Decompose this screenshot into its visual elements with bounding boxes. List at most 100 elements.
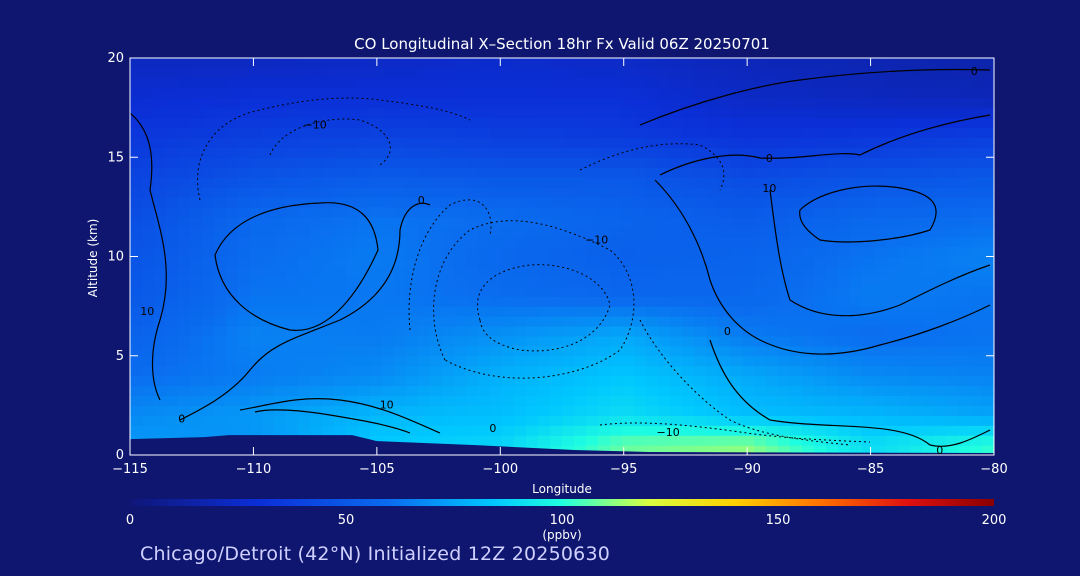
heatmap-cell <box>490 196 503 208</box>
heatmap-cell <box>922 385 935 397</box>
heatmap-cell <box>982 107 994 119</box>
heatmap-cell <box>790 127 803 138</box>
heatmap-cell <box>778 425 791 436</box>
heatmap-cell <box>190 137 203 148</box>
heatmap-cell <box>238 256 251 268</box>
heatmap-cell <box>310 256 323 268</box>
heatmap-cell <box>310 316 323 327</box>
heatmap-cell <box>214 137 227 148</box>
heatmap-cell <box>166 355 179 367</box>
heatmap-cell <box>670 316 683 327</box>
heatmap-cell <box>886 107 899 119</box>
heatmap-cell <box>514 306 527 317</box>
heatmap-cell <box>886 67 899 79</box>
heatmap-cell <box>646 216 659 228</box>
heatmap-cell <box>970 445 983 455</box>
heatmap-cell <box>130 236 143 248</box>
heatmap-cell <box>694 236 707 248</box>
heatmap-cell <box>862 206 875 218</box>
heatmap-cell <box>142 117 155 129</box>
heatmap-cell <box>514 67 527 79</box>
heatmap-cell <box>442 236 455 248</box>
heatmap-cell <box>874 87 887 99</box>
heatmap-cell <box>214 405 227 416</box>
heatmap-cell <box>262 147 275 158</box>
heatmap-cell <box>574 147 587 158</box>
heatmap-cell <box>178 147 191 158</box>
heatmap-cell <box>646 266 659 277</box>
heatmap-cell <box>694 177 707 188</box>
heatmap-cell <box>190 405 203 416</box>
heatmap-cell <box>190 177 203 188</box>
heatmap-cell <box>754 187 767 198</box>
heatmap-cell <box>694 67 707 79</box>
heatmap-cell <box>874 147 887 158</box>
heatmap-cell <box>538 87 551 99</box>
heatmap-cell <box>874 425 887 436</box>
heatmap-cell <box>742 226 755 238</box>
heatmap-cell <box>958 365 971 377</box>
heatmap-cell <box>586 355 599 367</box>
heatmap-cell <box>778 216 791 228</box>
heatmap-cell <box>286 137 299 148</box>
heatmap-cell <box>274 137 287 148</box>
heatmap-cell <box>694 395 707 406</box>
heatmap-cell <box>322 67 335 79</box>
heatmap-cell <box>190 316 203 327</box>
heatmap-cell <box>622 405 635 416</box>
heatmap-cell <box>334 87 347 99</box>
heatmap-cell <box>538 286 551 297</box>
heatmap-cell <box>910 246 923 258</box>
heatmap-cell <box>142 405 155 416</box>
heatmap-cell <box>502 256 515 268</box>
heatmap-cell <box>982 77 994 89</box>
heatmap-cell <box>478 226 491 238</box>
heatmap-cell <box>382 246 395 258</box>
heatmap-cell <box>790 226 803 238</box>
heatmap-cell <box>730 256 743 268</box>
heatmap-cell <box>406 216 419 228</box>
heatmap-cell <box>478 276 491 287</box>
heatmap-cell <box>346 87 359 99</box>
contour-line <box>654 179 991 355</box>
heatmap-cell <box>310 345 323 357</box>
heatmap-cell <box>226 276 239 287</box>
heatmap-cell <box>706 187 719 198</box>
heatmap-cell <box>334 157 347 168</box>
heatmap-cell <box>610 97 623 109</box>
heatmap-cell <box>430 167 443 178</box>
heatmap-cell <box>682 425 695 436</box>
heatmap-cell <box>286 415 299 426</box>
heatmap-cell <box>562 266 575 277</box>
heatmap-cell <box>262 196 275 208</box>
heatmap-cell <box>934 127 947 138</box>
heatmap-cell <box>586 157 599 168</box>
colorbar-tick-label: 100 <box>550 513 575 528</box>
heatmap-cell <box>778 196 791 208</box>
heatmap-cell <box>646 286 659 297</box>
heatmap-cell <box>850 167 863 178</box>
heatmap-cell <box>514 246 527 258</box>
heatmap-cell <box>778 335 791 347</box>
heatmap-cell <box>310 405 323 416</box>
heatmap-cell <box>622 365 635 377</box>
heatmap-cell <box>274 216 287 228</box>
heatmap-cell <box>682 147 695 158</box>
heatmap-cell <box>646 107 659 119</box>
heatmap-cell <box>730 58 743 69</box>
heatmap-cell <box>622 385 635 397</box>
heatmap-cell <box>322 117 335 129</box>
heatmap-cell <box>646 97 659 109</box>
heatmap-cell <box>958 296 971 307</box>
heatmap-cell <box>814 157 827 168</box>
heatmap-cell <box>442 256 455 268</box>
heatmap-cell <box>226 177 239 188</box>
heatmap-cell <box>562 216 575 228</box>
heatmap-cell <box>814 345 827 357</box>
heatmap-cell <box>430 425 443 436</box>
heatmap-cell <box>634 117 647 129</box>
heatmap-cell <box>970 316 983 327</box>
heatmap-cell <box>334 355 347 367</box>
heatmap-cell <box>178 226 191 238</box>
heatmap-cell <box>406 157 419 168</box>
